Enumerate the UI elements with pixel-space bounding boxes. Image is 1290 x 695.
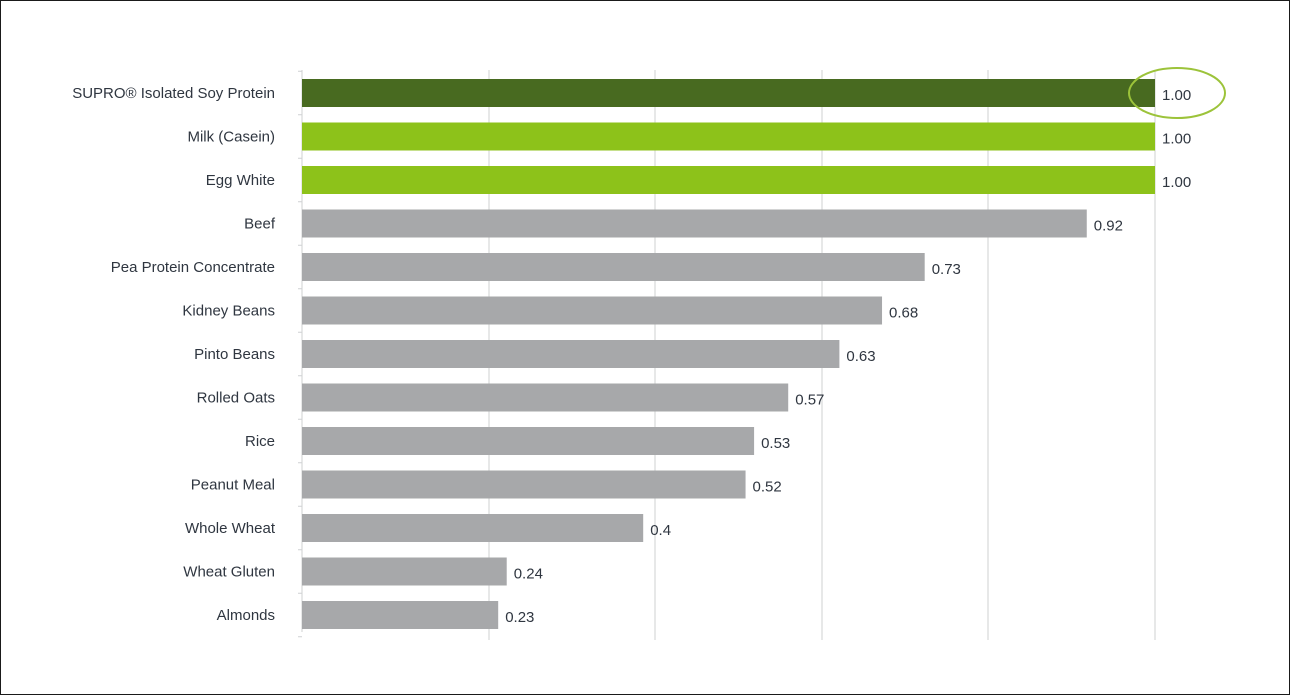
value-label: 0.73 [932,261,961,278]
value-label: 1.00 [1162,131,1191,148]
bar [302,122,1155,151]
value-label: 0.63 [846,348,875,365]
value-label: 0.24 [514,566,543,583]
highlight-callout-ellipse [1128,67,1226,119]
bar [302,340,840,368]
value-label: 1.00 [1162,174,1191,191]
value-label: 1.00 [1162,87,1191,104]
category-label: Milk (Casein) [187,129,275,146]
category-label: Almonds [217,607,275,624]
bars [302,79,1155,629]
category-label: Pea Protein Concentrate [111,259,275,276]
bar [302,557,507,586]
bar [302,296,883,325]
category-label: Rolled Oats [197,390,275,407]
labels: SUPRO® Isolated Soy Protein 1.00 Milk (Cas… [72,67,1226,626]
category-label: Whole Wheat [185,520,276,537]
value-label: 0.23 [505,609,534,626]
category-label: Wheat Gluten [183,564,275,581]
bar [302,209,1087,238]
y-axis [298,70,303,638]
category-label: Rice [245,433,275,450]
bar [302,253,925,281]
bar [302,514,644,542]
category-label: Beef [244,216,276,233]
bar [302,427,755,455]
category-label: Pinto Beans [194,346,275,363]
bar [302,601,499,629]
value-label: 0.92 [1094,218,1123,235]
bar [302,166,1155,194]
category-label: SUPRO® Isolated Soy Protein [72,85,275,102]
value-label: 0.52 [753,479,782,496]
value-label: 0.68 [889,305,918,322]
value-label: 0.57 [795,392,824,409]
category-label: Peanut Meal [191,477,275,494]
bar [302,470,746,499]
category-label: Egg White [206,172,275,189]
value-label: 0.4 [650,522,671,539]
value-label: 0.53 [761,435,790,452]
bar [302,383,789,412]
category-label: Kidney Beans [182,303,275,320]
bar [302,79,1155,107]
